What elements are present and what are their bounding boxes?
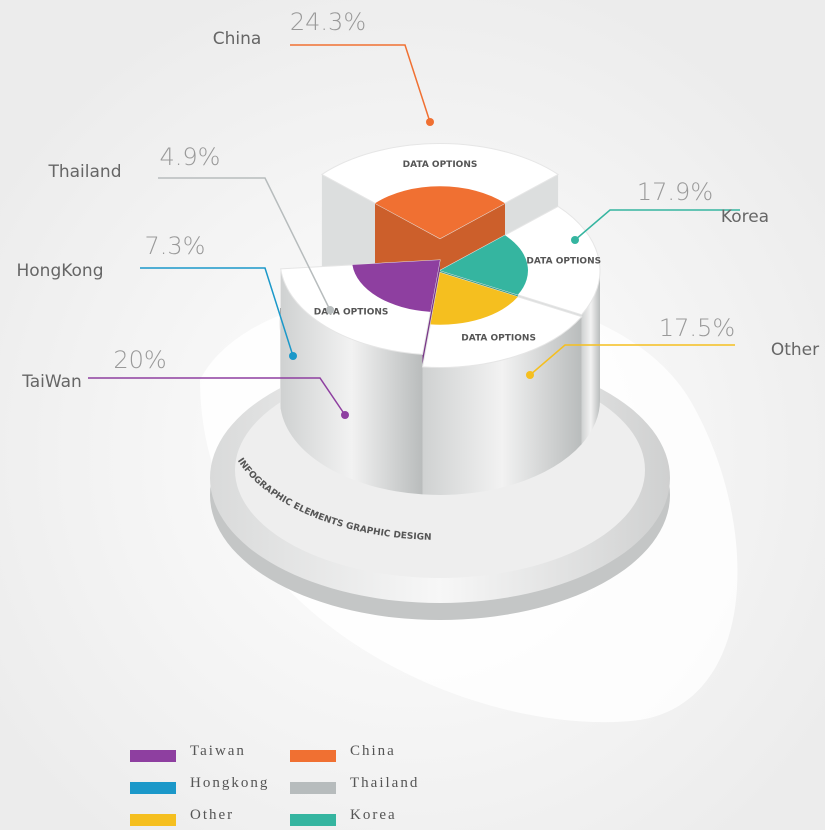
callout-line [88,377,346,416]
legend-label: Hongkong [190,775,269,791]
legend-swatch [290,814,336,826]
legend-swatch [290,750,336,762]
legend-swatch [290,782,336,794]
value-label: 4.9% [160,143,221,171]
legend-swatch [130,782,176,794]
callout-dot [571,236,579,244]
category-label: TaiWan [21,372,82,392]
callouts: China 24.3% Korea 17.9% Other 17.5% TaiWan 20% H… [16,8,819,419]
pie: DATA OPTIONS DATA OPTIONS DATA OPTIONS DATA… [279,142,601,495]
callout-dot [289,352,297,360]
category-label: Korea [721,207,769,227]
slice-top-color [375,186,505,239]
value-label: 17.5% [659,314,735,342]
legend-label: China [350,743,396,759]
legend: Taiwan Hongkong Other China Thailand Korea [130,743,419,826]
callout-line [290,44,431,123]
legend-label: Korea [350,807,397,823]
slice-text: DATA OPTIONS [526,257,601,267]
slice-outer-wall [279,323,281,409]
callout-line [158,177,331,311]
callout-line [529,344,735,376]
slice-outer-wall [581,270,600,445]
legend-label: Taiwan [190,743,246,759]
slice-outer-wall [422,316,582,495]
category-label: HongKong [16,261,103,281]
callout-line [574,209,740,241]
slice-top-color [430,272,518,325]
value-label: 17.9% [637,178,713,206]
value-label: 20% [113,346,166,374]
callout-dot [426,118,434,126]
category-label: Other [771,340,819,360]
category-label: China [213,29,262,49]
slice: DATA OPTIONS [280,259,441,495]
slice-text: DATA OPTIONS [403,160,478,170]
callout-line [140,267,294,357]
category-label: Thailand [47,162,121,182]
legend-label: Other [190,807,234,823]
callout-dot [326,306,334,314]
legend-swatch [130,814,176,826]
legend-label: Thailand [350,775,419,791]
callout-dot [526,371,534,379]
value-label: 24.3% [290,8,366,36]
value-label: 7.3% [145,232,206,260]
callout-dot [341,411,349,419]
slice-text: DATA OPTIONS [314,307,389,317]
slice: DATA OPTIONS [421,271,583,495]
slice-top-color [440,235,528,295]
slice-text: DATA OPTIONS [461,333,536,343]
slice-top-color [352,260,440,312]
slice-outer-wall [280,268,423,495]
legend-swatch [130,750,176,762]
